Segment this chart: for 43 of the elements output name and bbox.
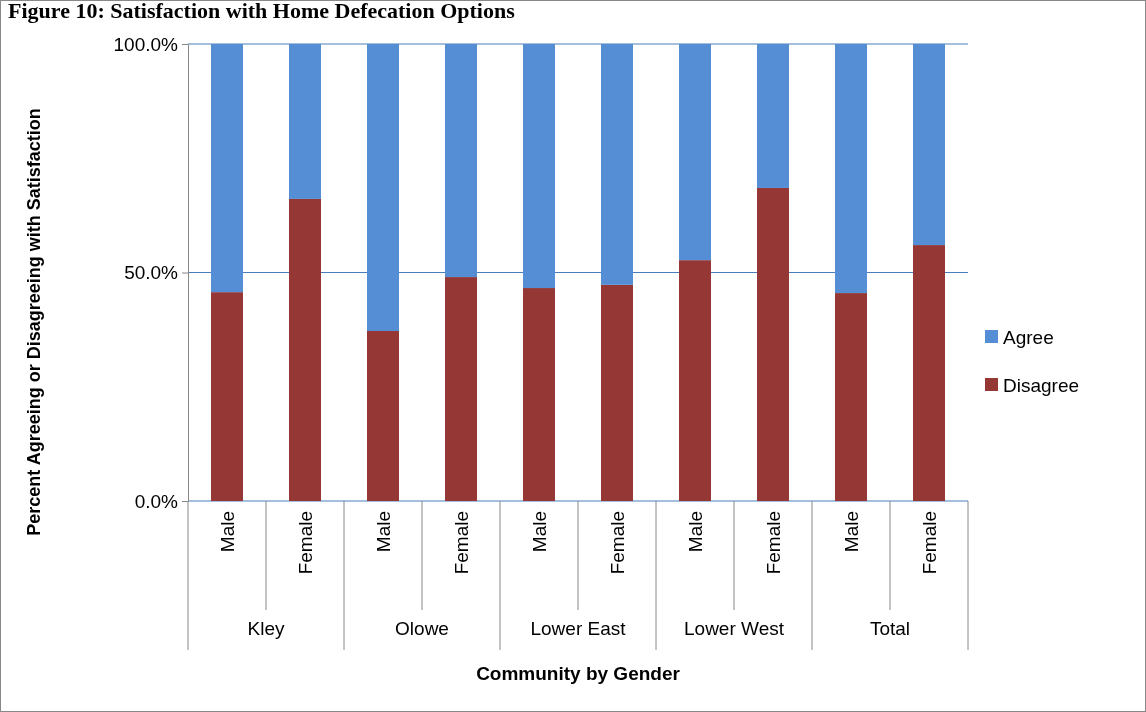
bar (523, 288, 555, 501)
y-tick-label: 0.0% (134, 490, 179, 512)
legend-label: Agree (1003, 326, 1054, 348)
bar (445, 44, 477, 278)
bar (601, 284, 633, 501)
bar (679, 44, 711, 261)
x-tick-label: Female (606, 511, 628, 575)
bar (913, 245, 945, 501)
x-tick-label: Male (216, 511, 238, 553)
x-tick-label: Male (684, 511, 706, 553)
bar (211, 292, 243, 501)
legend-label: Disagree (1003, 374, 1080, 396)
x-tick-label: Female (294, 511, 316, 575)
bar (835, 44, 867, 294)
y-tick-label: 100.0% (113, 33, 179, 55)
x-tick-label: Female (762, 511, 784, 575)
bar (445, 277, 477, 501)
text: Kley (247, 618, 285, 639)
bar (523, 44, 555, 289)
bar (679, 260, 711, 501)
x-tick-label: Female (450, 511, 472, 575)
chart-title: Figure 10: Satisfaction with Home Defecation Options (8, 0, 516, 23)
bar (289, 44, 321, 199)
x-axis-title: Community by Gender (476, 663, 681, 684)
x-tick-label: Male (372, 511, 394, 553)
y-axis-title: Percent Agreeing or Disagreeing with Satisfaction (24, 108, 44, 536)
text: Total (869, 618, 911, 639)
text: Lower East (530, 618, 627, 639)
x-tick-label: Female (918, 511, 940, 575)
bar (757, 187, 789, 501)
bar (211, 44, 243, 293)
bar (289, 198, 321, 501)
bar (367, 44, 399, 331)
bar (835, 293, 867, 501)
x-tick-label: Male (528, 511, 550, 553)
x-tick-label: Male (840, 511, 862, 553)
y-tick-label: 50.0% (124, 262, 179, 284)
text: Olowe (395, 618, 449, 639)
text: Lower West (684, 618, 785, 639)
bar (913, 44, 945, 246)
bar (601, 44, 633, 285)
bar (757, 44, 789, 188)
bar (367, 331, 399, 501)
